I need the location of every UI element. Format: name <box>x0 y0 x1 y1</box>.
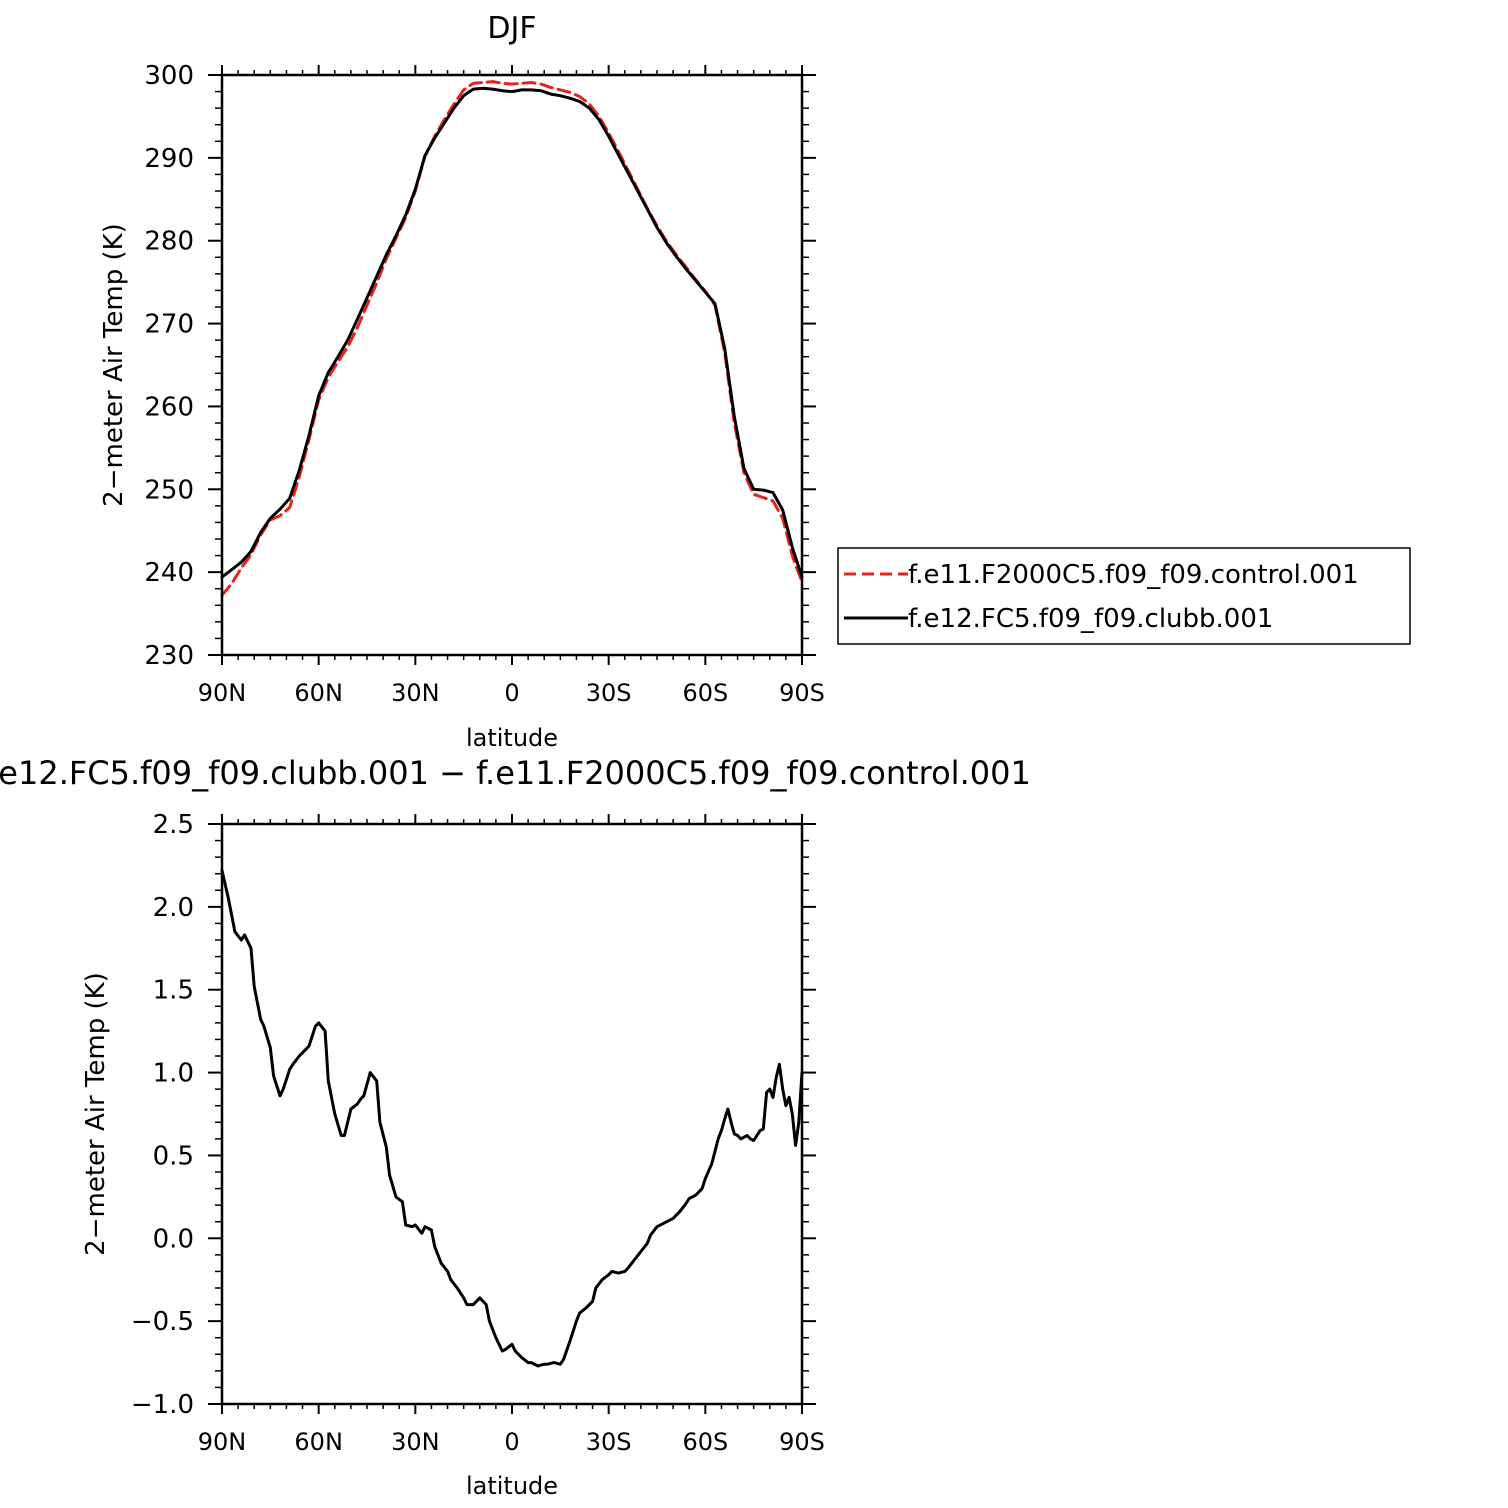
top-y-tick-label: 260 <box>144 392 194 422</box>
top-x-tick-label: 60S <box>682 679 728 707</box>
top-y-tick-label: 300 <box>144 61 194 91</box>
top-series-group <box>220 80 804 597</box>
bottom-series-line-0 <box>220 868 804 1368</box>
top-x-tick-label: 0 <box>504 679 519 707</box>
top-y-tick-label: 280 <box>144 227 194 257</box>
bottom-x-tick-label: 60N <box>294 1428 343 1456</box>
bottom-y-tick-label: 2.0 <box>153 893 194 923</box>
bottom-x-tick-label: 60S <box>682 1428 728 1456</box>
bottom-x-tick-label: 0 <box>504 1428 519 1456</box>
top-y-axis-label: 2−meter Air Temp (K) <box>99 223 129 507</box>
bottom-x-tick-label: 90N <box>198 1428 247 1456</box>
top-series-line-1 <box>220 86 804 579</box>
bottom-y-tick-label: 0.0 <box>153 1224 194 1254</box>
bottom-x-tick-label: 90S <box>779 1428 825 1456</box>
bottom-panel: f.e12.FC5.f09_f09.clubb.001 − f.e11.F200… <box>0 754 1031 1500</box>
bottom-y-axis-label: 2−meter Air Temp (K) <box>81 972 111 1256</box>
top-x-tick-label: 30S <box>586 679 632 707</box>
bottom-x-axis-label: latitude <box>466 1472 558 1500</box>
top-x-axis-label: latitude <box>466 724 558 752</box>
top-panel: DJF 90N 60N 30N 0 30S 60S 90S 230 240 250 260 270 28… <box>99 11 1411 752</box>
top-chart-title: DJF <box>487 11 536 46</box>
bottom-x-tick-label: 30N <box>391 1428 440 1456</box>
bottom-y-tick-label: 1.0 <box>153 1059 194 1089</box>
top-y-tick-label: 230 <box>144 641 194 671</box>
top-tick-labels: 90N 60N 30N 0 30S 60S 90S 230 240 250 260 270 280 290… <box>144 61 825 707</box>
legend-label-control: f.e11.F2000C5.f09_f09.control.001 <box>908 560 1359 590</box>
top-axis-ticks <box>208 65 816 665</box>
top-plot-frame <box>220 73 804 657</box>
legend-label-clubb: f.e12.FC5.f09_f09.clubb.001 <box>908 604 1273 634</box>
bottom-y-tick-label: 1.5 <box>153 976 194 1006</box>
bottom-chart-title: f.e12.FC5.f09_f09.clubb.001 − f.e11.F200… <box>0 754 1031 792</box>
top-y-tick-label: 270 <box>144 310 194 340</box>
bottom-plot-frame <box>220 822 804 1406</box>
bottom-tick-labels: 90N 60N 30N 0 30S 60S 90S −1.0 −0.5 0.0 0.5 1.0 1.5 2… <box>131 810 825 1456</box>
top-series-line-0 <box>220 80 804 597</box>
top-y-tick-label: 290 <box>144 144 194 174</box>
bottom-y-tick-label: 0.5 <box>153 1141 194 1171</box>
bottom-x-tick-label: 30S <box>586 1428 632 1456</box>
bottom-y-tick-label: −1.0 <box>131 1390 194 1420</box>
top-x-tick-label: 90S <box>779 679 825 707</box>
top-y-tick-label: 240 <box>144 558 194 588</box>
bottom-y-tick-label: 2.5 <box>153 810 194 840</box>
top-y-tick-label: 250 <box>144 475 194 505</box>
legend-box <box>837 547 1411 645</box>
top-x-tick-label: 30N <box>391 679 440 707</box>
top-x-tick-label: 90N <box>198 679 247 707</box>
bottom-series-group <box>220 868 804 1368</box>
bottom-y-tick-label: −0.5 <box>131 1307 194 1337</box>
legend: f.e11.F2000C5.f09_f09.control.001 f.e12.… <box>837 547 1411 645</box>
top-x-tick-label: 60N <box>294 679 343 707</box>
